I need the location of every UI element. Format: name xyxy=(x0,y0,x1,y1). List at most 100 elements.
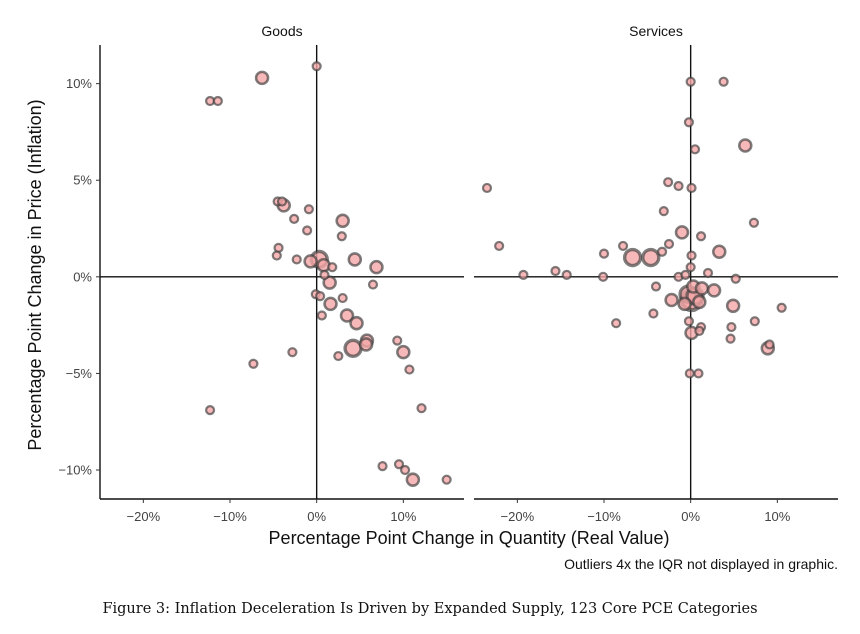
panel-services: Services −20% −10% 0% 10% xyxy=(474,23,838,524)
data-point xyxy=(369,259,384,275)
data-point xyxy=(358,337,374,352)
data-point xyxy=(641,247,661,268)
data-point xyxy=(248,358,259,369)
data-point xyxy=(684,368,695,379)
data-point xyxy=(347,252,363,267)
data-point xyxy=(302,225,313,236)
data-point xyxy=(680,269,691,280)
data-point xyxy=(685,262,696,273)
data-point xyxy=(622,247,643,268)
data-point xyxy=(393,459,405,470)
data-point xyxy=(598,271,609,282)
data-point xyxy=(405,472,421,487)
y-axis-title: Percentage Point Change in Price (Inflat… xyxy=(25,99,45,450)
plot-area: Goods 10% 5% 0% −5% −10% −20% −10% 0% 10% Services… xyxy=(58,23,838,524)
data-point xyxy=(685,76,696,87)
data-point xyxy=(702,267,714,279)
y-tick-label: 5% xyxy=(73,173,92,188)
data-point xyxy=(683,316,695,327)
figure-caption: Figure 3: Inflation Deceleration Is Driv… xyxy=(102,601,757,617)
data-point xyxy=(725,298,741,314)
data-point xyxy=(726,321,737,333)
y-tick-label: −10% xyxy=(58,463,92,478)
panel-goods: Goods 10% 5% 0% −5% −10% −20% −10% 0% 10% xyxy=(58,23,464,524)
data-point xyxy=(204,405,216,416)
x-tick-label: −20% xyxy=(501,509,535,524)
data-point xyxy=(673,180,684,192)
data-point xyxy=(683,117,695,128)
data-point xyxy=(664,292,679,308)
data-point xyxy=(718,76,729,87)
data-point xyxy=(611,318,622,329)
data-point xyxy=(694,325,705,337)
data-point xyxy=(650,281,662,292)
data-point xyxy=(776,302,787,313)
data-point xyxy=(730,273,741,284)
data-point xyxy=(392,335,403,346)
data-point xyxy=(686,182,697,194)
data-point xyxy=(337,292,348,304)
data-point xyxy=(291,254,302,265)
data-point xyxy=(349,315,364,331)
data-point xyxy=(674,225,690,240)
data-point xyxy=(367,279,379,290)
data-point xyxy=(303,254,318,269)
data-point xyxy=(494,240,505,252)
x-tick-label: 0% xyxy=(681,509,700,524)
x-tick-label: 10% xyxy=(390,509,416,524)
y-tick-label: −5% xyxy=(66,366,93,381)
data-point xyxy=(339,308,355,323)
data-point xyxy=(289,213,300,224)
data-point xyxy=(335,213,350,229)
data-point xyxy=(327,262,338,273)
data-point xyxy=(712,244,727,259)
data-point xyxy=(311,61,322,72)
data-point xyxy=(322,275,337,290)
data-point xyxy=(686,250,697,261)
data-point xyxy=(316,310,327,321)
data-point xyxy=(396,344,411,360)
data-point xyxy=(648,308,659,319)
data-point xyxy=(748,217,760,228)
data-point xyxy=(271,250,282,261)
data-point xyxy=(518,269,529,280)
x-axis-title: Percentage Point Change in Quantity (Rea… xyxy=(269,528,670,548)
data-point xyxy=(481,182,493,194)
x-tick-label: −10% xyxy=(213,509,247,524)
data-point xyxy=(404,364,415,375)
x-tick-label: −20% xyxy=(127,509,161,524)
data-point xyxy=(212,95,223,107)
data-point xyxy=(276,196,288,207)
x-tick-label: −10% xyxy=(587,509,621,524)
data-point xyxy=(764,339,775,350)
data-point xyxy=(617,240,629,252)
y-tick-label: 10% xyxy=(66,76,92,91)
facet-title-goods: Goods xyxy=(261,23,302,39)
data-point xyxy=(323,296,338,312)
data-point xyxy=(695,231,707,242)
data-point xyxy=(377,461,388,472)
data-point xyxy=(725,333,736,344)
data-point xyxy=(319,269,330,280)
data-point xyxy=(343,338,363,358)
data-point xyxy=(656,246,668,257)
data-point xyxy=(333,350,344,362)
data-point xyxy=(694,281,710,296)
data-point xyxy=(550,265,561,277)
data-point xyxy=(598,248,610,259)
data-point xyxy=(693,368,704,379)
data-point xyxy=(658,206,669,217)
x-tick-label: 0% xyxy=(307,509,326,524)
data-point xyxy=(692,294,707,310)
outliers-note: Outliers 4x the IQR not displayed in gra… xyxy=(564,556,838,572)
data-point xyxy=(677,296,692,312)
data-point xyxy=(399,464,411,476)
data-point xyxy=(663,177,674,188)
facet-title-services: Services xyxy=(629,23,683,39)
data-point xyxy=(336,231,347,242)
data-point xyxy=(287,347,298,358)
y-tick-label: 0% xyxy=(73,269,92,284)
data-point xyxy=(315,291,326,302)
data-point xyxy=(706,283,722,298)
data-point xyxy=(254,70,270,86)
